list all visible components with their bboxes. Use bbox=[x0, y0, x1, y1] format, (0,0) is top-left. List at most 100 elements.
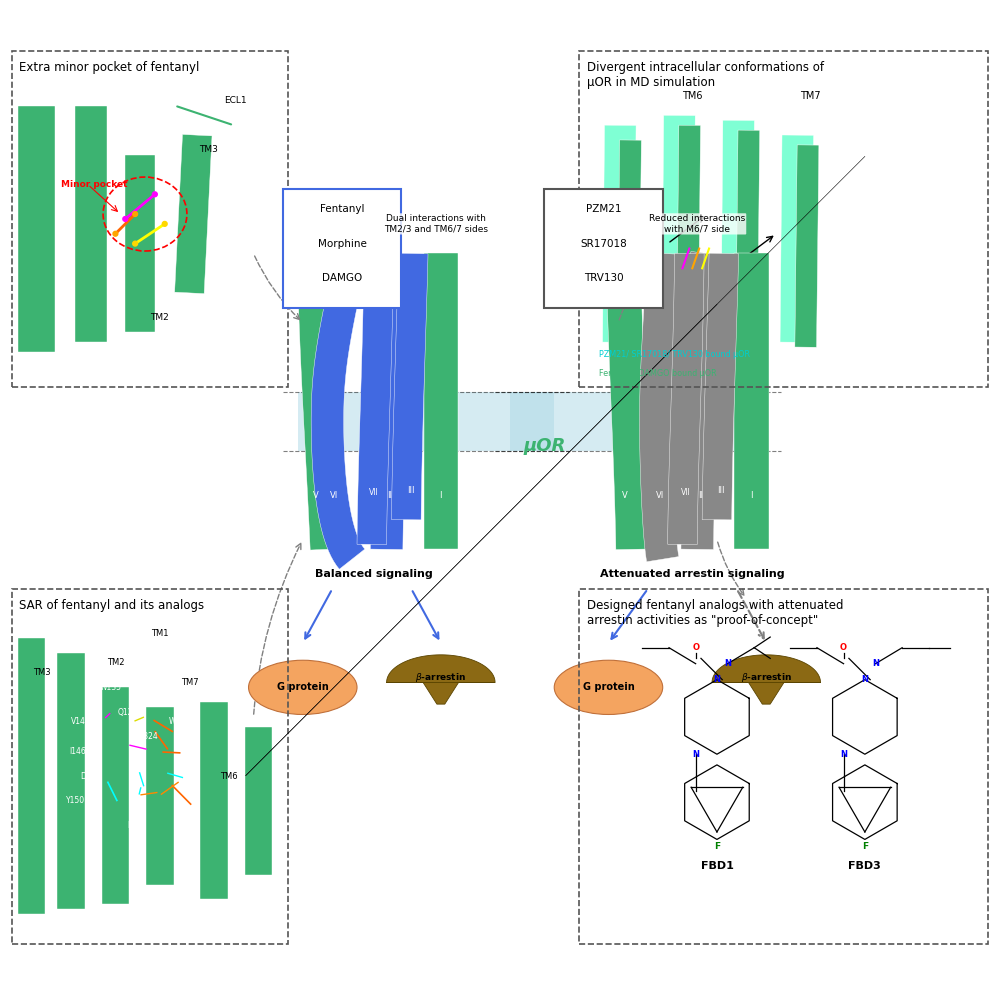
FancyBboxPatch shape bbox=[298, 392, 554, 451]
Point bbox=[127, 206, 143, 222]
Polygon shape bbox=[702, 253, 739, 520]
Polygon shape bbox=[617, 140, 641, 347]
Text: Designed fentanyl analogs with attenuated
arrestin activities as "proof-of-conce: Designed fentanyl analogs with attenuate… bbox=[587, 599, 843, 627]
Text: G protein: G protein bbox=[277, 682, 329, 692]
Text: SAR of fentanyl and its analogs: SAR of fentanyl and its analogs bbox=[19, 599, 204, 612]
Text: FBD3: FBD3 bbox=[848, 861, 881, 871]
Text: O: O bbox=[692, 643, 699, 652]
Text: Dual interactions with
TM2/3 and TM6/7 sides: Dual interactions with TM2/3 and TM6/7 s… bbox=[384, 214, 488, 234]
Text: F: F bbox=[862, 842, 868, 851]
Polygon shape bbox=[370, 251, 413, 550]
FancyBboxPatch shape bbox=[544, 189, 663, 308]
Text: PZM21/ SR17018/ TRV130 bound μOR: PZM21/ SR17018/ TRV130 bound μOR bbox=[599, 350, 750, 359]
Polygon shape bbox=[736, 130, 760, 352]
Text: SR17018: SR17018 bbox=[580, 239, 627, 249]
Ellipse shape bbox=[554, 660, 663, 714]
Text: Divergent intracellular conformations of
μOR in MD simulation: Divergent intracellular conformations of… bbox=[587, 61, 824, 89]
Text: N: N bbox=[840, 750, 847, 759]
Text: V: V bbox=[622, 491, 628, 500]
Polygon shape bbox=[423, 682, 459, 704]
Point bbox=[107, 226, 123, 242]
Text: DAMGO: DAMGO bbox=[322, 273, 362, 283]
Polygon shape bbox=[712, 655, 820, 682]
Text: N: N bbox=[861, 675, 868, 684]
Text: D149: D149 bbox=[81, 772, 101, 781]
Text: I: I bbox=[440, 491, 442, 500]
Text: TM6: TM6 bbox=[220, 772, 238, 781]
Polygon shape bbox=[603, 125, 636, 342]
Text: V145: V145 bbox=[71, 717, 91, 726]
Polygon shape bbox=[57, 653, 85, 909]
FancyBboxPatch shape bbox=[283, 189, 401, 308]
Polygon shape bbox=[146, 707, 174, 885]
Text: V: V bbox=[313, 491, 318, 500]
Ellipse shape bbox=[249, 660, 357, 714]
Polygon shape bbox=[75, 106, 107, 342]
Polygon shape bbox=[311, 250, 368, 569]
Polygon shape bbox=[749, 682, 784, 704]
Text: TM6: TM6 bbox=[682, 91, 703, 101]
Polygon shape bbox=[424, 253, 458, 549]
Polygon shape bbox=[677, 125, 701, 357]
Text: PZM21: PZM21 bbox=[586, 204, 621, 214]
Polygon shape bbox=[18, 638, 45, 914]
Text: TM3: TM3 bbox=[33, 668, 50, 677]
Text: N: N bbox=[713, 675, 720, 684]
Polygon shape bbox=[200, 702, 228, 899]
Point bbox=[147, 186, 163, 202]
Text: VI: VI bbox=[330, 491, 338, 500]
Text: TM2: TM2 bbox=[107, 658, 124, 667]
Polygon shape bbox=[721, 120, 754, 347]
Text: Morphine: Morphine bbox=[318, 239, 367, 249]
Text: II: II bbox=[387, 491, 392, 500]
Text: Attenuated arrestin signaling: Attenuated arrestin signaling bbox=[600, 569, 785, 579]
Polygon shape bbox=[175, 134, 212, 294]
Text: F: F bbox=[714, 842, 720, 851]
Text: $\beta$-arrestin: $\beta$-arrestin bbox=[741, 671, 792, 684]
Text: Minor pocket: Minor pocket bbox=[61, 180, 128, 189]
Polygon shape bbox=[392, 253, 428, 520]
Text: N: N bbox=[872, 659, 879, 668]
Text: Reduced interactions
with M6/7 side: Reduced interactions with M6/7 side bbox=[649, 214, 745, 234]
Polygon shape bbox=[18, 106, 55, 352]
Text: O: O bbox=[840, 643, 847, 652]
Polygon shape bbox=[606, 253, 650, 550]
Point bbox=[127, 236, 143, 252]
Text: I146: I146 bbox=[70, 747, 86, 756]
Text: Fentanyl: Fentanyl bbox=[320, 204, 364, 214]
Polygon shape bbox=[640, 253, 679, 562]
FancyBboxPatch shape bbox=[510, 392, 766, 451]
Text: N: N bbox=[692, 750, 699, 759]
Text: W320: W320 bbox=[169, 717, 191, 726]
Text: III: III bbox=[408, 486, 415, 495]
Text: TM7: TM7 bbox=[800, 91, 821, 101]
Text: ECL1: ECL1 bbox=[224, 96, 247, 105]
Point bbox=[157, 216, 173, 232]
Text: TM1: TM1 bbox=[151, 629, 169, 638]
Text: VII: VII bbox=[681, 488, 690, 497]
Polygon shape bbox=[734, 253, 769, 549]
Text: N: N bbox=[724, 659, 731, 668]
Text: Q126: Q126 bbox=[117, 708, 137, 717]
Text: W135: W135 bbox=[99, 683, 121, 692]
Text: Fentanyl/ DAMGO bound μOR: Fentanyl/ DAMGO bound μOR bbox=[599, 369, 716, 378]
Text: VI: VI bbox=[656, 491, 664, 500]
Polygon shape bbox=[681, 251, 723, 550]
Text: I298: I298 bbox=[127, 821, 143, 830]
Text: TRV130: TRV130 bbox=[584, 273, 623, 283]
Text: VII: VII bbox=[369, 488, 379, 497]
Text: G protein: G protein bbox=[583, 682, 634, 692]
Text: TM3: TM3 bbox=[199, 145, 218, 154]
Text: μOR: μOR bbox=[523, 437, 566, 455]
Polygon shape bbox=[780, 135, 814, 342]
Polygon shape bbox=[387, 655, 495, 682]
Polygon shape bbox=[297, 253, 345, 550]
Text: TM2: TM2 bbox=[150, 313, 169, 322]
Text: Balanced signaling: Balanced signaling bbox=[315, 569, 433, 579]
Text: Extra minor pocket of fentanyl: Extra minor pocket of fentanyl bbox=[19, 61, 199, 74]
Text: I: I bbox=[750, 491, 753, 500]
Text: II: II bbox=[698, 491, 703, 500]
Text: I324: I324 bbox=[142, 732, 158, 741]
Polygon shape bbox=[125, 155, 155, 332]
Polygon shape bbox=[795, 145, 819, 347]
